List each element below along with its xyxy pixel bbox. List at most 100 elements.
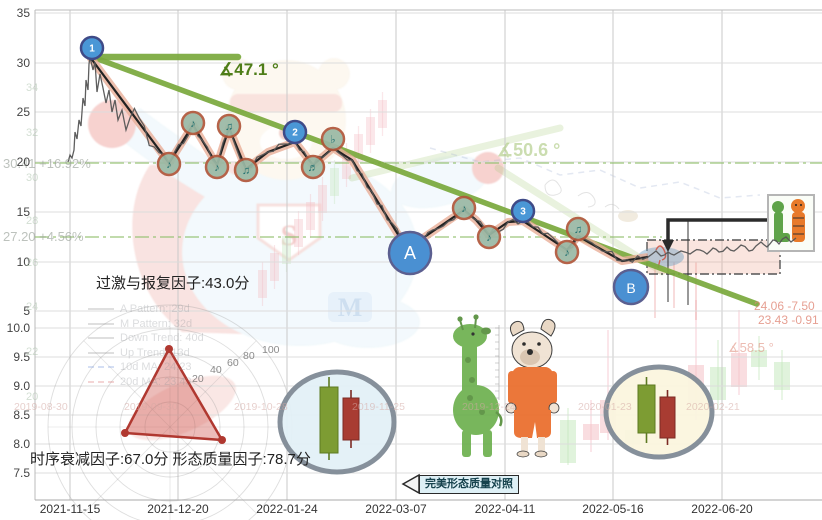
m-letter: M (338, 293, 363, 322)
marker-A[interactable]: A (387, 230, 433, 276)
faded-axis-number: 34 (26, 82, 39, 94)
radar-tick-label: 40 (210, 364, 222, 376)
faded-candle (330, 168, 339, 196)
giraffe-ossicone-tip (473, 314, 479, 320)
y-axis-label: 30 (16, 56, 30, 70)
y-axis-sub-label: 10.0 (6, 321, 30, 335)
marker-♬: ♬ (300, 154, 326, 180)
mini-tiger-head (791, 199, 805, 213)
mini-giraffe-body (774, 233, 790, 242)
note-marker-circle (565, 216, 591, 242)
bear-body (182, 158, 418, 346)
y-axis-label: 5 (23, 304, 30, 318)
marker-♪: ♪ (156, 151, 182, 177)
descending-trend-line (87, 53, 760, 307)
giraffe-ossicone (459, 319, 464, 331)
x-axis-date-label: 2022-06-20 (691, 502, 753, 516)
compare-arrow-icon (401, 473, 420, 495)
mini-tiger-eye (795, 204, 797, 206)
dog-shorts (514, 410, 551, 438)
marker-♫: ♫ (565, 216, 591, 242)
music-note-icon: ♪ (564, 247, 570, 259)
marker-♫: ♫ (233, 157, 259, 183)
giraffe-spot (467, 395, 473, 401)
dog-foot (534, 450, 548, 458)
music-note-icon: ♪ (166, 159, 172, 171)
radar-ring (119, 376, 221, 478)
note-marker-circle (180, 110, 206, 136)
radar-tick-label: 100 (262, 344, 280, 356)
legend-label: A Pattern: 29d (120, 303, 190, 315)
mini-tiger-body (792, 212, 805, 242)
quote-price-1: 24.06 -7.50 (754, 299, 815, 313)
faded-candle (774, 362, 790, 390)
radar-vertex (218, 436, 226, 444)
faded-scribble-blob (618, 210, 638, 222)
note-marker-circle (300, 154, 326, 180)
factor-overreaction: 过激与报复因子:43.0分 (96, 275, 250, 292)
marker-♪: ♪ (451, 195, 477, 221)
marker-2[interactable]: 2 (282, 119, 308, 145)
radar-spoke (83, 426, 171, 514)
dog-ear (540, 318, 556, 337)
music-note-icon: ♪ (486, 232, 492, 244)
faded-axis-number: 32 (26, 127, 39, 139)
pattern-candle (637, 384, 656, 434)
legend-label: 20d MA: 23.43 (120, 375, 192, 388)
dog-person-cartoon (505, 318, 560, 458)
m-watermark: M (328, 292, 372, 322)
x-axis-date-label: 2021-12-20 (147, 502, 209, 516)
m-badge (328, 292, 372, 322)
faded-candle (378, 100, 387, 128)
radar-vertex (121, 429, 129, 437)
marker-3[interactable]: 3 (510, 198, 536, 224)
radar-tick-label: 80 (243, 350, 255, 362)
bear-ear (318, 58, 350, 90)
superhero-bear-cartoon: S (88, 58, 504, 441)
price-line (67, 56, 797, 263)
faded-uptrend-line (348, 124, 564, 182)
radar-tick-label: 60 (227, 357, 239, 369)
bear-boot (128, 375, 236, 441)
pattern-candle (659, 396, 676, 439)
faded-candle (270, 253, 279, 281)
music-note-icon: ♫ (242, 165, 250, 177)
faded-axis-number: 22 (26, 346, 39, 358)
x-axis-date-label: 2022-04-11 (474, 502, 536, 516)
y-axis-sub-label: 8.0 (13, 437, 30, 451)
radar-tick-label: 20 (192, 373, 204, 385)
mini-tiger-eye (800, 204, 802, 206)
legend-swatch (88, 308, 114, 311)
marker-♭: ♭ (320, 126, 346, 152)
marker-♪: ♪ (204, 154, 230, 180)
faded-candle (258, 270, 267, 298)
angle-annotation-47: ∡47.1 ° (219, 60, 279, 79)
legend-item: 20d MA: 23.43 (88, 376, 192, 388)
pattern-compare-ellipse-right-circle (603, 364, 715, 460)
y-axis-sub-label: 8.5 (13, 408, 30, 422)
giraffe-spot (479, 409, 485, 415)
watermark-layer: SM (88, 58, 790, 465)
music-note-icon: ♪ (190, 118, 196, 130)
bear-shield: S (256, 203, 322, 262)
legend-item: A Pattern: 29d (88, 303, 190, 315)
dog-leg (538, 437, 545, 452)
legend-swatch (88, 322, 114, 325)
faded-date-label: 2019-09-30 (124, 401, 178, 413)
faded-candle (342, 151, 351, 179)
x-axis-date-label: 2021-11-15 (39, 502, 101, 516)
perfect-pattern-compare-label[interactable]: 完美形态质量对照 (419, 475, 519, 494)
dog-foot (516, 450, 530, 458)
note-marker-circle (156, 151, 182, 177)
legend-label: Up Trend: 13d (120, 346, 190, 359)
music-note-icon: ♬ (308, 162, 319, 174)
dog-leg (521, 437, 528, 452)
marker-1[interactable]: 1 (79, 35, 105, 61)
quote-price-2: 23.43 -0.91 (758, 313, 819, 327)
note-marker-circle (451, 195, 477, 221)
number-marker-circle (79, 35, 105, 61)
dog-nose (527, 349, 533, 355)
faded-axis-number: 26 (26, 257, 39, 269)
marker-B[interactable]: B (612, 268, 650, 306)
radar-polygon (123, 347, 224, 442)
